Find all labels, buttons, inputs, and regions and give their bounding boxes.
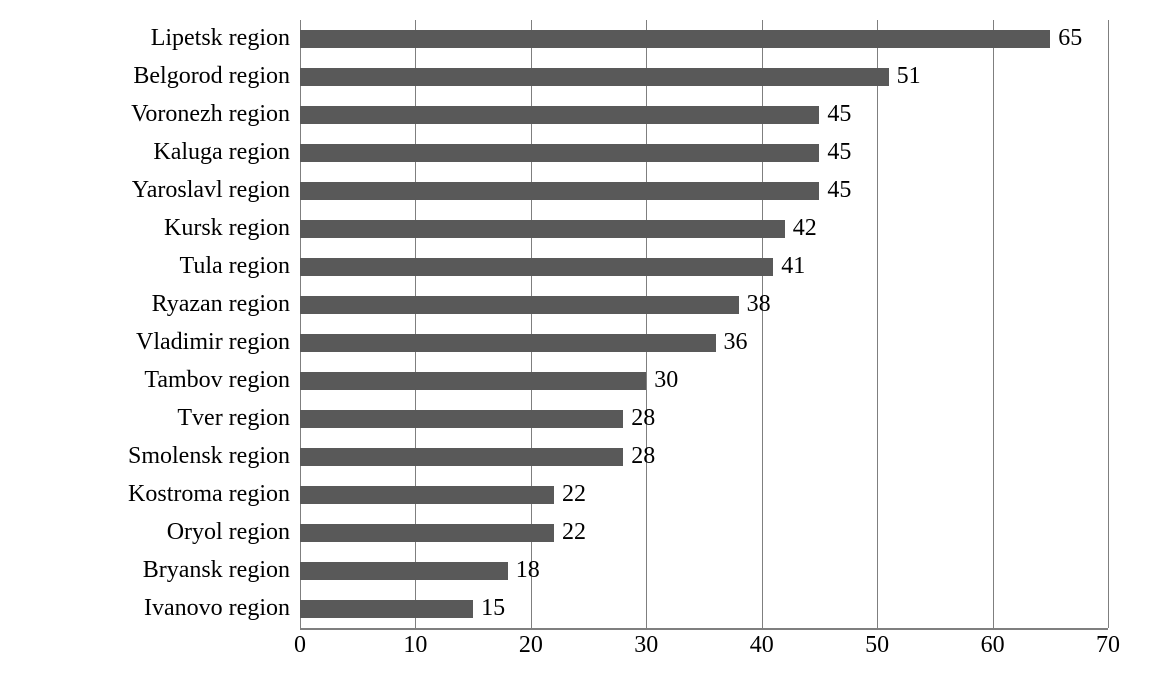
bar-value-label: 22 <box>562 519 586 546</box>
bar-value-label: 22 <box>562 481 586 508</box>
bar <box>300 410 623 428</box>
bar-row: 41 <box>300 248 1108 286</box>
bar-value-label: 45 <box>827 177 851 204</box>
bar <box>300 600 473 618</box>
y-category-label: Lipetsk region <box>151 25 290 52</box>
bar-value-label: 45 <box>827 139 851 166</box>
bar-row: 22 <box>300 476 1108 514</box>
y-category-label: Tver region <box>177 405 290 432</box>
y-category-label: Kostroma region <box>128 481 290 508</box>
bar <box>300 144 819 162</box>
bar <box>300 106 819 124</box>
bar-row: 28 <box>300 438 1108 476</box>
bar-value-label: 36 <box>724 329 748 356</box>
y-category-label: Smolensk region <box>128 443 290 470</box>
y-category-label: Bryansk region <box>143 557 290 584</box>
bar-row: 42 <box>300 210 1108 248</box>
y-category-label: Ivanovo region <box>144 595 290 622</box>
bar-row: 51 <box>300 58 1108 96</box>
x-tick-label: 40 <box>750 632 774 659</box>
y-category-label: Oryol region <box>167 519 290 546</box>
plot-area: 65514545454241383630282822221815 0102030… <box>300 20 1108 630</box>
bar <box>300 448 623 466</box>
bar-value-label: 28 <box>631 443 655 470</box>
x-tick-label: 70 <box>1096 632 1120 659</box>
bar-row: 36 <box>300 324 1108 362</box>
bar-value-label: 51 <box>897 63 921 90</box>
y-category-label: Vladimir region <box>136 329 290 356</box>
bar <box>300 68 889 86</box>
bar <box>300 182 819 200</box>
bar-row: 22 <box>300 514 1108 552</box>
bar-value-label: 65 <box>1058 25 1082 52</box>
bar-row: 28 <box>300 400 1108 438</box>
bar-row: 45 <box>300 172 1108 210</box>
y-category-label: Tambov region <box>144 367 290 394</box>
bar-value-label: 42 <box>793 215 817 242</box>
y-category-label: Belgorod region <box>133 63 290 90</box>
horizontal-bar-chart: 65 51 45 45 45 42 41 38 36 30 28 28 22 22 18 15 0 10 20 30… <box>0 0 1158 689</box>
bar-row: 18 <box>300 552 1108 590</box>
y-category-label: Kursk region <box>164 215 290 242</box>
bar-value-label: 45 <box>827 101 851 128</box>
bar-row: 30 <box>300 362 1108 400</box>
bar <box>300 334 716 352</box>
bar-row: 45 <box>300 96 1108 134</box>
bar <box>300 30 1050 48</box>
x-tick-label: 60 <box>981 632 1005 659</box>
bar-value-label: 30 <box>654 367 678 394</box>
y-category-label: Ryazan region <box>152 291 290 318</box>
bar-value-label: 18 <box>516 557 540 584</box>
x-tick-label: 30 <box>634 632 658 659</box>
bar-value-label: 28 <box>631 405 655 432</box>
gridline <box>1108 20 1109 628</box>
y-category-label: Tula region <box>180 253 290 280</box>
y-category-label: Voronezh region <box>131 101 290 128</box>
bar-value-label: 15 <box>481 595 505 622</box>
x-tick-label: 50 <box>865 632 889 659</box>
bar-value-label: 41 <box>781 253 805 280</box>
bar-value-label: 38 <box>747 291 771 318</box>
x-tick-label: 10 <box>403 632 427 659</box>
bar <box>300 562 508 580</box>
bar <box>300 372 646 390</box>
bar <box>300 258 773 276</box>
y-category-label: Yaroslavl region <box>132 177 290 204</box>
bars-container: 65 51 45 45 45 42 41 38 36 30 28 28 22 22 18 15 <box>300 20 1108 628</box>
bar-row: 65 <box>300 20 1108 58</box>
bar <box>300 524 554 542</box>
y-category-label: Kaluga region <box>153 139 290 166</box>
bar <box>300 296 739 314</box>
bar-row: 45 <box>300 134 1108 172</box>
bar <box>300 220 785 238</box>
bar-row: 15 <box>300 590 1108 628</box>
x-tick-label: 20 <box>519 632 543 659</box>
bar <box>300 486 554 504</box>
x-tick-label: 0 <box>294 632 306 659</box>
bar-row: 38 <box>300 286 1108 324</box>
